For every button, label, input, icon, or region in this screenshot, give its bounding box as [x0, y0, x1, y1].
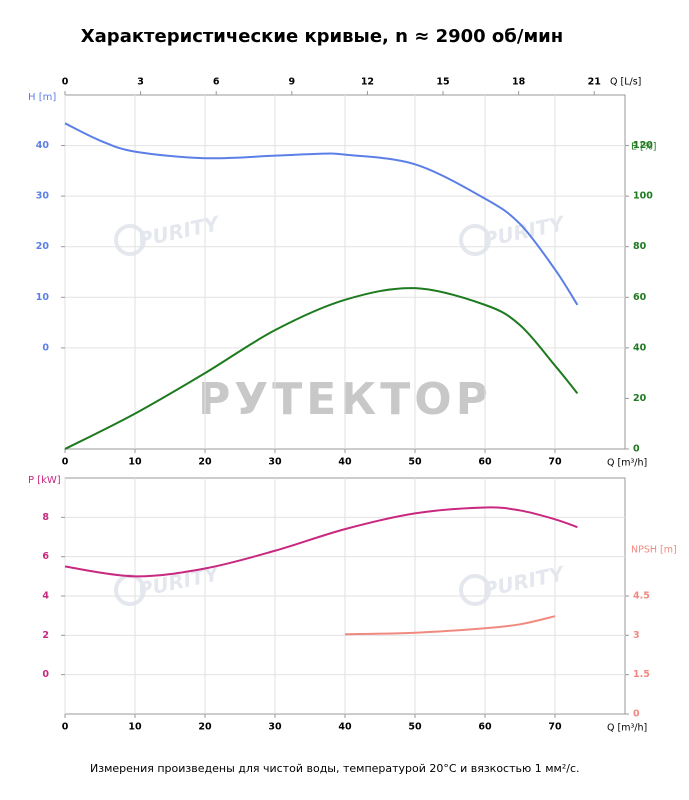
y2-tick-label: 40 — [633, 342, 647, 353]
y2-tick-label: 0 — [633, 444, 640, 455]
y2-tick-label: 0 — [633, 709, 640, 720]
x-tick-label: 40 — [338, 457, 352, 468]
logo-mark — [459, 574, 491, 606]
x2-tick-label: 6 — [213, 77, 220, 88]
x-axis-label: Q [m³/h] — [607, 723, 647, 734]
y-axis-label: P [kW] — [28, 475, 61, 486]
x-tick-label: 10 — [128, 722, 142, 733]
x-tick-label: 30 — [268, 457, 282, 468]
x2-tick-label: 9 — [289, 77, 296, 88]
y2-tick-label: 1.5 — [633, 669, 650, 680]
x-axis-label: Q [m³/h] — [607, 458, 647, 469]
logo-watermark: PURITY — [136, 211, 224, 252]
x2-tick-label: 12 — [361, 77, 374, 88]
x2-tick-label: 15 — [436, 77, 449, 88]
y2-tick-label: 20 — [633, 393, 647, 404]
watermark: РУТЕКТОР — [198, 374, 492, 425]
y-tick-label: 8 — [42, 512, 49, 523]
series-line — [64, 122, 579, 306]
x-tick-label: 60 — [478, 457, 492, 468]
y2-tick-label: 3 — [633, 630, 640, 641]
x-tick-label: 20 — [198, 722, 212, 733]
y2-axis-label: E [%] — [631, 142, 656, 153]
y-tick-label: 30 — [36, 191, 50, 202]
x-tick-label: 30 — [268, 722, 282, 733]
x-tick-label: 40 — [338, 722, 352, 733]
y-tick-label: 0 — [42, 342, 49, 353]
y2-axis-label: NPSH [m] — [631, 545, 677, 556]
y-tick-label: 10 — [36, 292, 50, 303]
y-tick-label: 40 — [36, 140, 50, 151]
x-tick-label: 10 — [128, 457, 142, 468]
series-line — [344, 615, 556, 636]
series-line — [64, 506, 578, 578]
y-tick-label: 2 — [42, 630, 49, 641]
x-tick-label: 70 — [548, 457, 562, 468]
x-tick-label: 0 — [62, 722, 69, 733]
x-tick-label: 60 — [478, 722, 492, 733]
logo-mark — [114, 224, 146, 256]
x2-tick-label: 0 — [62, 77, 69, 88]
y2-tick-label: 60 — [633, 292, 647, 303]
y-tick-label: 4 — [42, 591, 49, 602]
chart-title: Характеристические кривые, n ≈ 2900 об/м… — [81, 26, 563, 47]
logo-mark — [459, 224, 491, 256]
x-tick-label: 50 — [408, 722, 422, 733]
footnote: Измерения произведены для чистой воды, т… — [90, 762, 580, 775]
x2-tick-label: 18 — [512, 77, 526, 88]
series-line — [64, 287, 579, 450]
y2-tick-label: 80 — [633, 241, 647, 252]
x2-tick-label: 21 — [588, 77, 601, 88]
x-tick-label: 70 — [548, 722, 562, 733]
y-tick-label: 0 — [42, 669, 49, 680]
y-tick-label: 20 — [36, 241, 50, 252]
x-tick-label: 20 — [198, 457, 212, 468]
y2-tick-label: 120 — [633, 140, 653, 151]
x2-axis-label: Q [L/s] — [610, 77, 641, 88]
x2-tick-label: 3 — [137, 77, 144, 88]
y2-tick-label: 100 — [633, 191, 653, 202]
x-tick-label: 0 — [62, 457, 69, 468]
y-axis-label: H [m] — [28, 92, 56, 103]
x-tick-label: 50 — [408, 457, 422, 468]
y2-tick-label: 4.5 — [633, 591, 650, 602]
y-tick-label: 6 — [42, 551, 49, 562]
